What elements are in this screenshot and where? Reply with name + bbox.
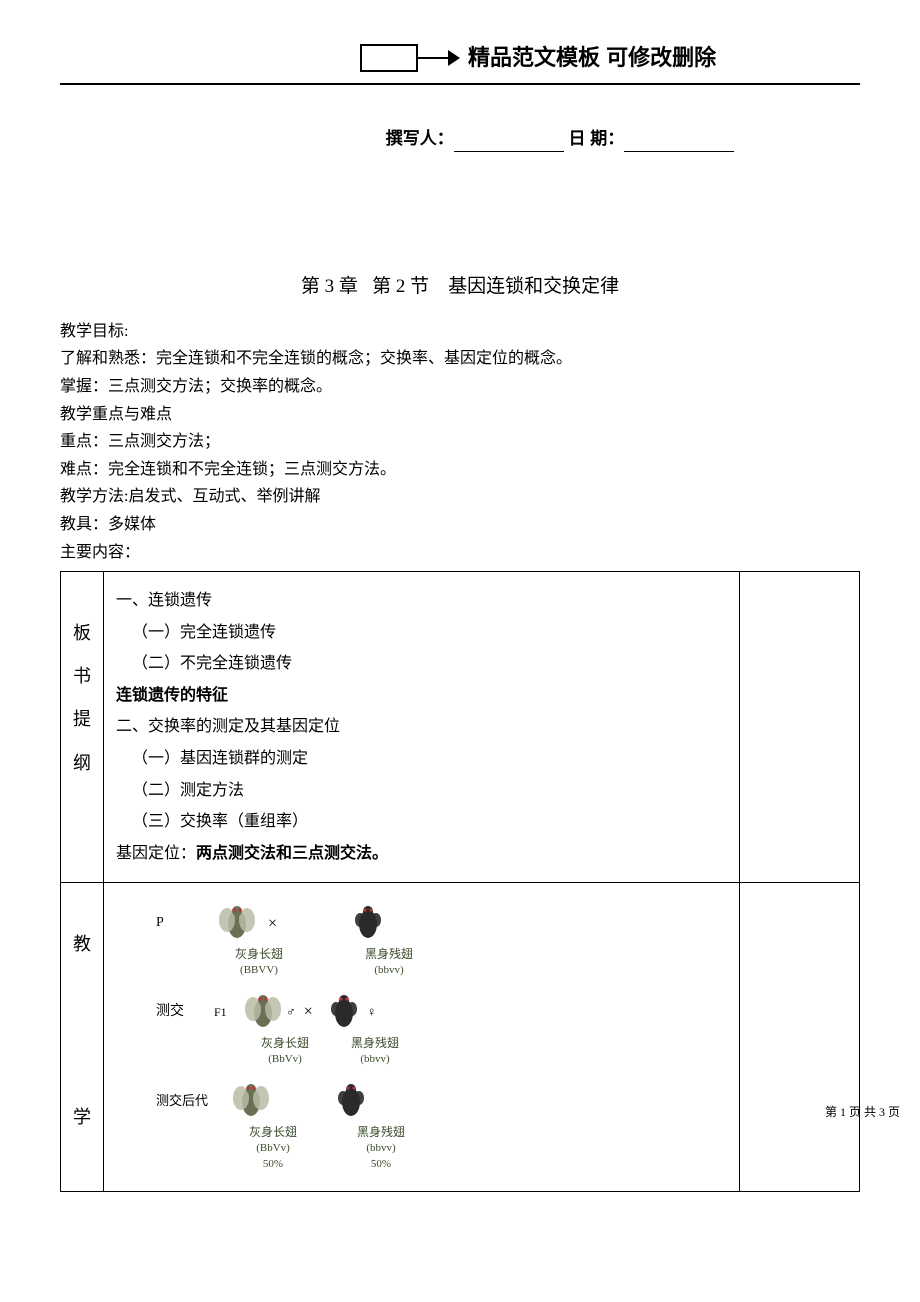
arrow-line xyxy=(418,57,448,59)
f1-row: 测交 F1 ♂ × xyxy=(156,992,707,1032)
outline-2: （一）完全连锁遗传 xyxy=(116,620,727,646)
diagram-right-blank xyxy=(740,883,860,1192)
cross-diagram: P × xyxy=(116,893,727,1181)
p-gray-caption: 灰身长翅 (BBVV) xyxy=(214,947,304,978)
header-rule xyxy=(60,83,860,85)
p-label: P xyxy=(156,912,214,934)
intro-l9: 主要内容： xyxy=(60,540,860,566)
female-symbol: ♀ xyxy=(367,1002,377,1023)
male-symbol: ♂ xyxy=(286,1002,296,1023)
doc-title: 第 3 章 第 2 节 基因连锁和交换定律 xyxy=(60,272,860,302)
author-label: 撰写人： xyxy=(386,129,454,148)
cap-bbvv: (bbvv) xyxy=(374,964,403,976)
testcross-label: 测交 xyxy=(156,1001,214,1023)
cap-gray-long: 灰身长翅 xyxy=(249,1125,297,1139)
outline-9b: 两点测交法和三点测交法。 xyxy=(196,845,388,862)
outline-6: （一）基因连锁群的测定 xyxy=(116,746,727,772)
meta-line: 撰写人： 日 期： xyxy=(60,125,860,152)
intro-l7: 教学方法:启发式、互动式、举例讲解 xyxy=(60,484,860,510)
p-row: P × xyxy=(156,903,707,943)
left-label-teach: 教 学 xyxy=(61,883,104,1192)
cap-gray-long: 灰身长翅 xyxy=(261,1036,309,1050)
cap-BbVv: (BbVv) xyxy=(256,1142,290,1154)
intro-l5: 重点：三点测交方法； xyxy=(60,429,860,455)
cap-black-vest: 黑身残翅 xyxy=(357,1125,405,1139)
fly-black-icon xyxy=(345,903,391,943)
cap-bbvv: (bbvv) xyxy=(366,1142,395,1154)
fly-gray-icon xyxy=(228,1081,274,1121)
outline-9: 基因定位：两点测交法和三点测交法。 xyxy=(116,841,727,867)
prog-gray-caption: 灰身长翅 (BbVv) 50% xyxy=(228,1125,318,1172)
cross-symbol: × xyxy=(304,999,313,1025)
content-table: 板 书 提 纲 一、连锁遗传 （一）完全连锁遗传 （二）不完全连锁遗传 连锁遗传… xyxy=(60,571,860,1192)
outline-7: （二）测定方法 xyxy=(116,778,727,804)
table-row: 教 学 P xyxy=(61,883,860,1192)
outline-5: 二、交换率的测定及其基因定位 xyxy=(116,714,727,740)
fly-gray-icon xyxy=(240,992,286,1032)
progeny-caption-row: 灰身长翅 (BbVv) 50% 黑身残翅 (bbvv) 50% xyxy=(156,1125,707,1172)
f1-caption-row: 灰身长翅 (BbVv) 黑身残翅 (bbvv) xyxy=(156,1036,707,1067)
arrow-head-icon xyxy=(448,50,460,66)
cap-bbvv: (bbvv) xyxy=(360,1053,389,1065)
cap-BbVv: (BbVv) xyxy=(268,1053,302,1065)
p-caption-row: 灰身长翅 (BBVV) 黑身残翅 (bbvv) xyxy=(156,947,707,978)
f1-black-caption: 黑身残翅 (bbvv) xyxy=(330,1036,420,1067)
table-row: 板 书 提 纲 一、连锁遗传 （一）完全连锁遗传 （二）不完全连锁遗传 连锁遗传… xyxy=(61,572,860,883)
intro-l4: 教学重点与难点 xyxy=(60,402,860,428)
title-section: 第 2 节 xyxy=(372,276,429,297)
intro-l8: 教具：多媒体 xyxy=(60,512,860,538)
intro-l2: 了解和熟悉：完全连锁和不完全连锁的概念；交换率、基因定位的概念。 xyxy=(60,346,860,372)
prog-black-caption: 黑身残翅 (bbvv) 50% xyxy=(336,1125,426,1172)
f1-gray-caption: 灰身长翅 (BbVv) xyxy=(240,1036,330,1067)
f1-label: F1 xyxy=(214,1003,240,1022)
outline-right-blank xyxy=(740,572,860,883)
header-banner-row: 精品范文模板 可修改删除 xyxy=(60,40,860,75)
cap-50-2: 50% xyxy=(371,1158,391,1170)
outline-cell: 一、连锁遗传 （一）完全连锁遗传 （二）不完全连锁遗传 连锁遗传的特征 二、交换… xyxy=(104,572,740,883)
left-label-1: 板 书 提 纲 xyxy=(73,612,91,785)
title-name: 基因连锁和交换定律 xyxy=(448,276,619,297)
cap-BBVV: (BBVV) xyxy=(240,964,278,976)
author-blank xyxy=(454,132,564,152)
cap-black-vest: 黑身残翅 xyxy=(351,1036,399,1050)
arrow-box xyxy=(360,44,418,72)
arrow-decor xyxy=(360,44,460,72)
progeny-label: 测交后代 xyxy=(156,1091,228,1112)
date-blank xyxy=(624,132,734,152)
title-chapter: 第 3 章 xyxy=(301,276,358,297)
progeny-row: 测交后代 xyxy=(156,1081,707,1121)
fly-black-icon xyxy=(328,1081,374,1121)
outline-8: （三）交换率（重组率） xyxy=(116,809,727,835)
outline-9a: 基因定位： xyxy=(116,845,196,862)
cross-symbol: × xyxy=(268,911,277,937)
outline-1: 一、连锁遗传 xyxy=(116,588,727,614)
fly-black-icon xyxy=(321,992,367,1032)
intro-l6: 难点：完全连锁和不完全连锁；三点测交方法。 xyxy=(60,457,860,483)
intro-l3: 掌握：三点测交方法；交换率的概念。 xyxy=(60,374,860,400)
diagram-cell: P × xyxy=(104,883,740,1192)
outline-3: （二）不完全连锁遗传 xyxy=(116,651,727,677)
date-label: 日 期： xyxy=(569,129,625,148)
outline-4: 连锁遗传的特征 xyxy=(116,683,727,709)
intro-l1: 教学目标: xyxy=(60,319,860,345)
header-title: 精品范文模板 可修改删除 xyxy=(468,40,716,75)
left-label-outline: 板 书 提 纲 xyxy=(61,572,104,883)
cap-50-1: 50% xyxy=(263,1158,283,1170)
cap-gray-long: 灰身长翅 xyxy=(235,947,283,961)
page-number: 第 1 页 共 3 页 xyxy=(825,1103,900,1122)
cap-black-vest: 黑身残翅 xyxy=(365,947,413,961)
fly-gray-icon xyxy=(214,903,260,943)
left-label-2: 教 学 xyxy=(73,923,91,1139)
p-black-caption: 黑身残翅 (bbvv) xyxy=(344,947,434,978)
